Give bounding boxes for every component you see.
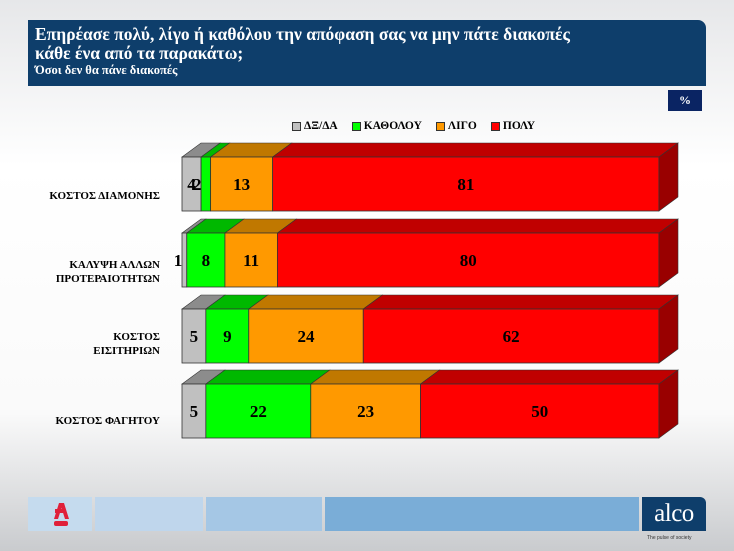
bar-segment [310,383,421,439]
chart-title-line1: Επηρέασε πολύ, λίγο ή καθόλου την απόφασ… [35,24,570,44]
bar-segment [362,308,660,364]
bar-top-face [362,294,679,310]
bar-value-label: 24 [298,327,316,346]
legend-swatch-icon [292,121,301,131]
footer-panel [95,497,203,531]
bar-value-label: 5 [190,327,199,346]
bar-value-label: 1 [174,251,183,270]
footer-panel [206,497,322,531]
bar-segment [205,383,312,439]
bar-value-label: 22 [250,402,267,421]
legend-item: ΛΙΓΟ [435,120,477,132]
bar-value-label: 9 [223,327,232,346]
bar-value-label: 62 [503,327,520,346]
category-label: ΚΑΛΥΨΗ ΑΛΛΩΝ ΠΡΟΤΕΡΑΙΟΤΗΤΩΝ [55,259,160,285]
bar-top-face [271,142,679,158]
legend-swatch-icon [351,121,361,131]
bar-side-face [658,142,679,212]
bar-value-label: 23 [357,402,374,421]
bar-value-label: 80 [460,251,477,270]
bar-value-label: 13 [233,175,250,194]
alco-tagline: The pulse of society [647,535,692,541]
bar-value-label: 81 [457,175,474,194]
bar-value-label: 2 [193,175,202,194]
bar-value-label: 50 [531,402,548,421]
bar-top-face [247,294,384,310]
bar-side-face [658,369,679,439]
bar-side-face [658,294,679,364]
category-label: ΚΟΣΤΟΣ ΔΙΑΜΟΝΗΣ [49,190,160,202]
legend-item: ΚΑΘΟΛΟΥ [351,120,422,132]
footer-panel [325,497,639,531]
bar-top-face [419,369,679,385]
legend-item: ΠΟΛΥ [490,120,535,132]
bar-top-face [309,369,441,385]
partner-logo-box [28,497,92,531]
category-label: ΚΟΣΤΟΣ ΕΙΣΙΤΗΡΙΩΝ [93,331,160,357]
bar-segment [276,232,660,288]
alpha-news-logo-icon [54,503,69,526]
title-banner: Επηρέασε πολύ, λίγο ή καθόλου την απόφασ… [28,20,706,86]
bar-value-label: 11 [243,251,259,270]
chart-title-line2: κάθε ένα από τα παρακάτω; [35,43,244,63]
chart-subtitle: Όσοι δεν θα πάνε διακοπές [35,63,178,77]
chart-legend: ΔΞ/ΔΑ ΚΑΘΟΛΟΥ ΛΙΓΟ ΠΟΛΥ [292,120,535,132]
bar-value-label: 5 [190,402,199,421]
alco-logo: alco [642,497,706,531]
legend-swatch-icon [435,121,445,131]
legend-swatch-icon [490,121,500,131]
bar-segment [248,308,364,364]
bar-value-label: 8 [202,251,211,270]
bar-segment [224,232,278,288]
bar-segment [272,156,660,212]
bar-segment [181,232,188,288]
bar-segment [200,156,212,212]
legend-item: ΔΞ/ΔΑ [292,120,338,132]
bar-value-label: 4 [187,175,196,194]
unit-badge: % [668,90,702,111]
bar-top-face [276,218,679,234]
bar-side-face [658,218,679,288]
bar-segment [205,308,250,364]
bar-top-face [204,369,331,385]
category-label: ΚΟΣΤΟΣ ΦΑΓΗΤΟΥ [55,415,160,427]
bar-segment [210,156,274,212]
